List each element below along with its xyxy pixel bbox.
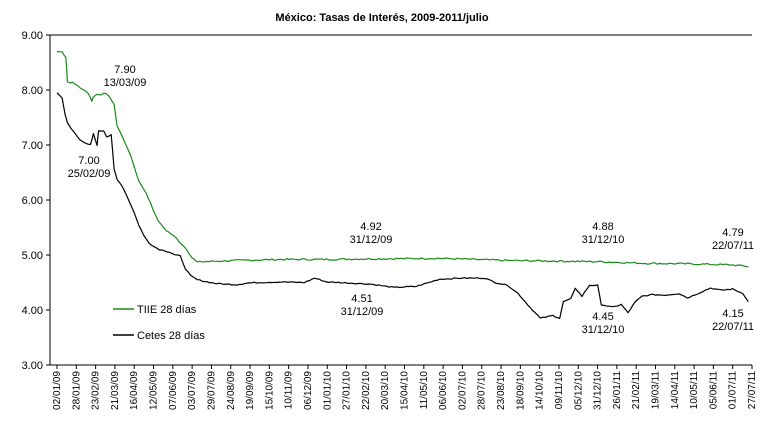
x-tick-label: 01/01/10 — [322, 371, 333, 410]
tiie-series-line — [56, 50, 749, 268]
x-tick-label: 03/07/09 — [187, 371, 198, 410]
x-tick-label: 02/01/09 — [52, 371, 63, 410]
data-label-value: 4.79 — [722, 227, 743, 239]
legend-label: TIIE 28 días — [137, 304, 197, 316]
data-label-date: 31/12/09 — [341, 306, 384, 318]
data-label-value: 4.51 — [351, 293, 372, 305]
x-tick-label: 05/12/10 — [573, 371, 584, 410]
data-label-date: 13/03/09 — [104, 77, 147, 89]
x-tick-label: 19/09/09 — [245, 371, 256, 410]
x-tick-label: 16/04/09 — [129, 371, 140, 410]
x-tick-label: 10/11/09 — [284, 371, 295, 410]
data-label-value: 4.88 — [592, 221, 613, 233]
data-label-date: 22/07/11 — [712, 240, 754, 252]
x-tick-label: 27/07/11 — [747, 371, 758, 410]
x-tick-label: 14/04/11 — [670, 371, 681, 410]
x-tick-label: 05/06/11 — [708, 371, 719, 410]
x-tick-label: 07/06/09 — [168, 371, 179, 410]
data-label-date: 25/02/09 — [68, 168, 111, 180]
x-tick-label: 31/12/10 — [593, 371, 604, 410]
x-tick-label: 15/10/09 — [264, 371, 275, 410]
cetes-series-line — [56, 92, 749, 319]
data-label-value: 7.90 — [114, 64, 135, 76]
y-tick-label: 6.00 — [22, 195, 43, 207]
x-tick-label: 21/03/09 — [110, 371, 121, 410]
x-tick-label: 09/11/10 — [554, 371, 565, 410]
x-tick-label: 27/01/10 — [342, 371, 353, 410]
x-tick-label: 22/02/10 — [361, 371, 372, 410]
x-tick-label: 19/03/11 — [650, 371, 661, 410]
y-tick-label: 4.00 — [22, 305, 43, 317]
x-tick-label: 21/02/11 — [631, 371, 642, 410]
x-tick-label: 01/07/11 — [728, 371, 739, 410]
y-tick-label: 5.00 — [22, 250, 43, 262]
x-tick-label: 23/08/10 — [496, 371, 507, 410]
data-label-date: 22/07/11 — [712, 321, 754, 333]
x-tick-label: 12/05/09 — [149, 371, 160, 410]
data-label-date: 31/12/10 — [582, 324, 625, 336]
x-tick-label: 28/07/10 — [477, 371, 488, 410]
y-tick-label: 7.00 — [22, 140, 43, 152]
x-tick-label: 14/10/10 — [535, 371, 546, 410]
data-label-value: 4.45 — [592, 311, 613, 323]
data-label-date: 31/12/10 — [582, 234, 625, 246]
x-tick-label: 02/07/10 — [457, 371, 468, 410]
data-label-value: 4.15 — [722, 308, 743, 320]
x-tick-label: 06/06/10 — [438, 371, 449, 410]
x-tick-label: 24/08/09 — [226, 371, 237, 410]
x-tick-label: 29/07/09 — [206, 371, 217, 410]
x-tick-label: 26/01/11 — [612, 371, 623, 410]
y-tick-label: 9.00 — [22, 30, 43, 42]
plot-area: 3.00 4.00 5.00 6.00 7.00 8.00 9.00 02/01/09 28/0… — [22, 30, 758, 410]
chart-title: México: Tasas de Interés, 2009-2011/juli… — [275, 12, 488, 24]
x-tick-label: 28/01/09 — [71, 371, 82, 410]
x-tick-label: 18/09/10 — [515, 371, 526, 410]
data-label-date: 31/12/09 — [350, 234, 393, 246]
y-tick-label: 3.00 — [22, 360, 43, 372]
x-tick-label: 10/05/11 — [689, 371, 700, 410]
x-tick-label: 06/12/09 — [303, 371, 314, 410]
data-label-value: 4.92 — [360, 221, 381, 233]
data-label-value: 7.00 — [78, 155, 99, 167]
x-tick-label: 23/02/09 — [91, 371, 102, 410]
x-tick-label: 11/05/10 — [419, 371, 430, 410]
x-tick-label: 20/03/10 — [380, 371, 391, 410]
x-tick-label: 15/04/10 — [400, 371, 411, 410]
legend-label: Cetes 28 días — [137, 330, 205, 342]
y-tick-label: 8.00 — [22, 85, 43, 97]
